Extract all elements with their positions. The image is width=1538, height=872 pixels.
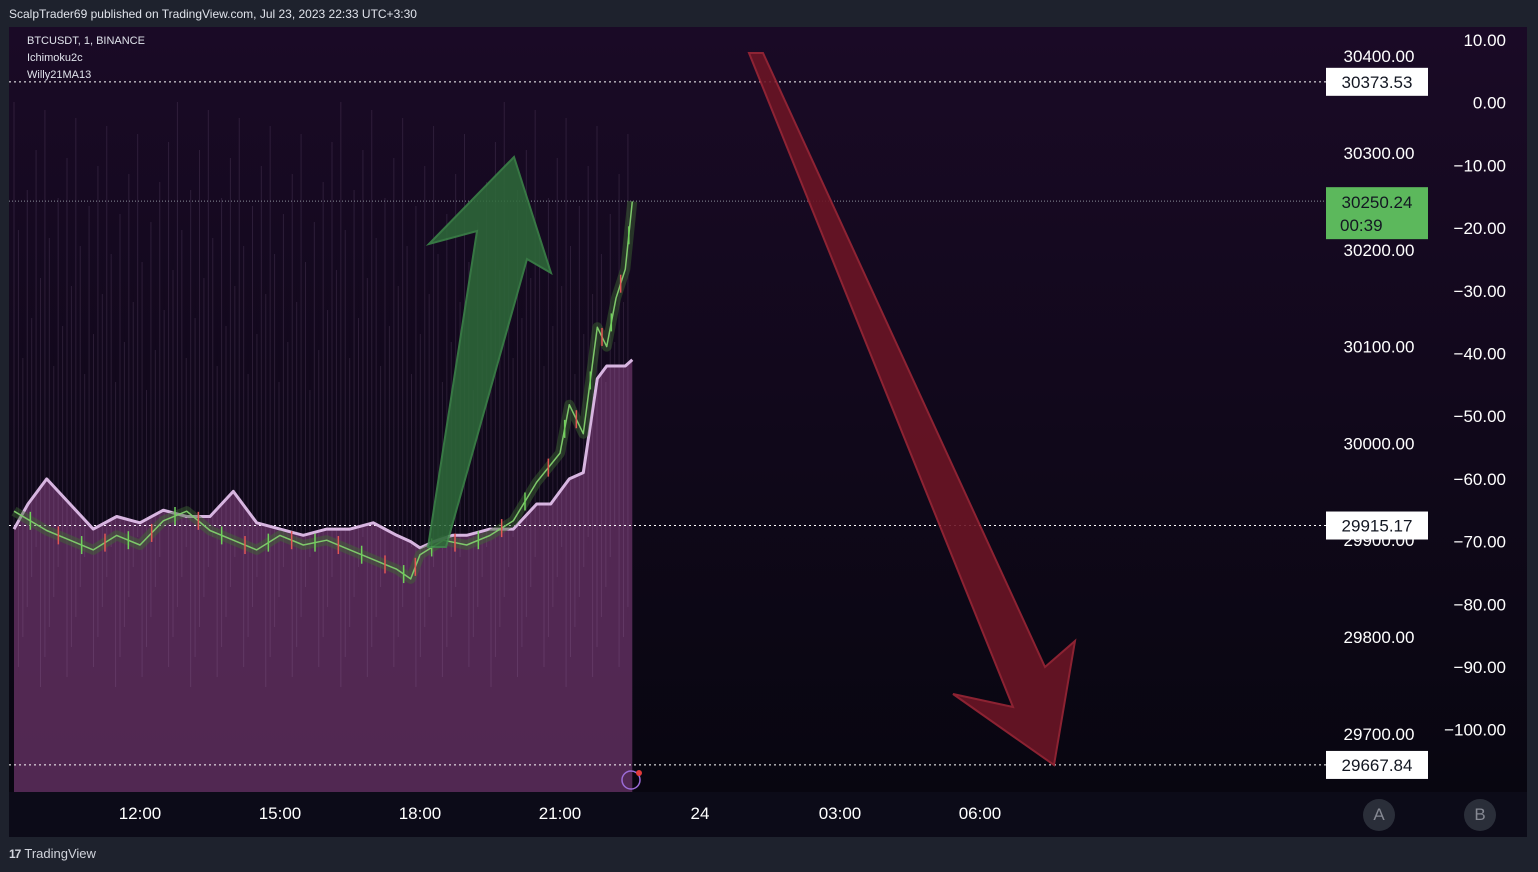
price-tick-label: 30300.00	[1344, 144, 1415, 163]
time-tick-label: 06:00	[959, 804, 1002, 823]
price-level-tag	[1326, 511, 1428, 540]
oscillator-tick-label: 10.00	[1463, 31, 1506, 50]
legend-ichimoku: Ichimoku2c	[27, 52, 83, 64]
price-tick-label: 29800.00	[1344, 628, 1415, 647]
candle-countdown: 00:39	[1340, 216, 1383, 235]
oscillator-tick-label: −40.00	[1454, 345, 1506, 364]
alert-dot-icon	[636, 770, 642, 776]
price-tick-label: 30400.00	[1344, 47, 1415, 66]
time-tick-label: 12:00	[119, 804, 162, 823]
up-arrow-drawing	[425, 155, 553, 548]
lightning-icon[interactable]	[621, 770, 641, 790]
time-tick-label: 21:00	[539, 804, 582, 823]
publish-info: ScalpTrader69 published on TradingView.c…	[9, 7, 417, 21]
footer-brand: 17 TradingView	[9, 846, 96, 861]
oscillator-tick-label: −20.00	[1454, 219, 1506, 238]
oscillator-tick-label: −100.00	[1444, 721, 1506, 740]
price-chart[interactable]: 30400.00 30300.00 30200.00 30100.00 30000.00…	[9, 27, 1527, 837]
oscillator-tick-label: −60.00	[1454, 470, 1506, 489]
legend-symbol: BTCUSDT, 1, BINANCE	[27, 35, 145, 47]
time-tick-label: 03:00	[819, 804, 862, 823]
legend-willy: Willy21MA13	[27, 69, 92, 81]
oscillator-tick-label: −30.00	[1454, 282, 1506, 301]
scale-b-button[interactable]: B	[1464, 799, 1496, 831]
auto-scale-button[interactable]: A	[1363, 799, 1395, 831]
price-level-label: 29915.17	[1342, 517, 1413, 536]
time-tick-label: 15:00	[259, 804, 302, 823]
price-tick-label: 30200.00	[1344, 241, 1415, 260]
time-axis	[9, 792, 1527, 837]
last-price-label: 30250.24	[1342, 193, 1413, 212]
price-level-label: 30373.53	[1342, 73, 1413, 92]
oscillator-tick-label: −70.00	[1454, 533, 1506, 552]
willy-area	[14, 359, 633, 792]
oscillator-tick-label: 0.00	[1473, 94, 1506, 113]
down-arrow-drawing	[747, 52, 1077, 767]
oscillator-tick-label: −10.00	[1454, 156, 1506, 175]
price-level-tag	[1326, 67, 1428, 96]
footer-brand-label: TradingView	[24, 846, 96, 861]
chart-panel[interactable]: 30400.00 30300.00 30200.00 30100.00 30000.00…	[9, 27, 1527, 837]
price-tick-label: 30100.00	[1344, 338, 1415, 357]
price-tick-label: 30000.00	[1344, 434, 1415, 453]
oscillator-tick-label: −80.00	[1454, 595, 1506, 614]
price-level-label: 29667.84	[1342, 756, 1413, 775]
last-price-tag	[1326, 187, 1428, 240]
oscillator-tick-label: −50.00	[1454, 407, 1506, 426]
tradingview-logo-icon: 17	[9, 846, 21, 861]
willy-ma-line	[12, 358, 634, 550]
time-tick-label: 24	[691, 804, 710, 823]
price-tick-label: 29700.00	[1344, 725, 1415, 744]
oscillator-tick-label: −90.00	[1454, 658, 1506, 677]
price-level-tag	[1326, 750, 1428, 779]
time-tick-label: 18:00	[399, 804, 442, 823]
